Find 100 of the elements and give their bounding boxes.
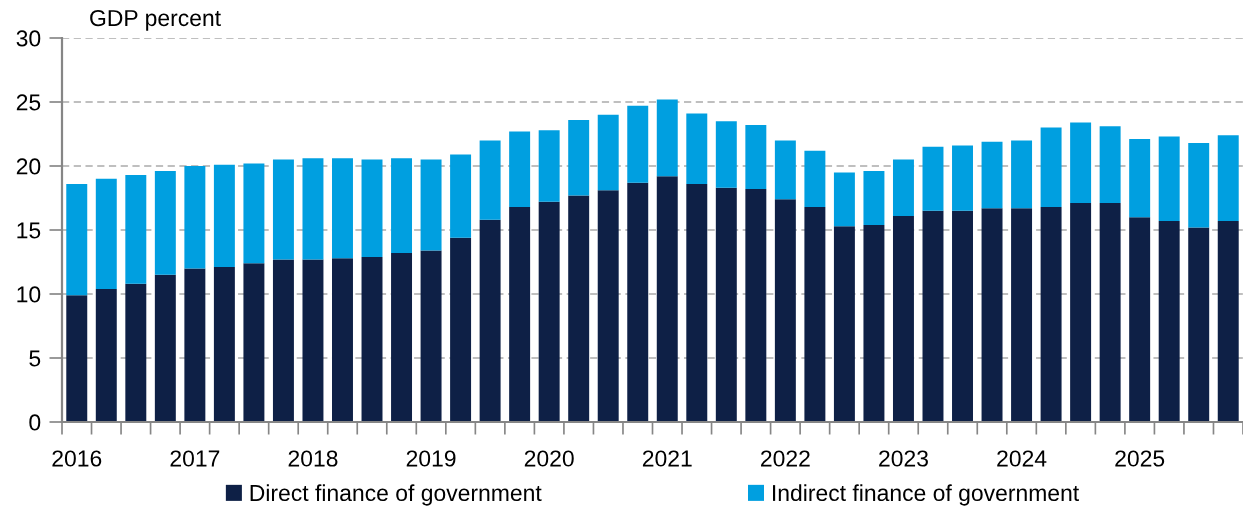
bar xyxy=(391,253,413,422)
x-tick-label: 2018 xyxy=(288,450,338,467)
bar xyxy=(568,195,590,422)
bar xyxy=(213,164,235,268)
bar xyxy=(479,140,501,220)
bar xyxy=(804,206,826,422)
bar xyxy=(833,226,855,422)
bar xyxy=(1070,122,1092,204)
y-tick-label: 30 xyxy=(16,30,41,47)
bar xyxy=(745,125,767,190)
bar xyxy=(95,288,117,422)
bar xyxy=(450,237,472,422)
bar xyxy=(1188,142,1210,228)
y-tick-label: 0 xyxy=(29,414,41,431)
bar xyxy=(302,158,324,260)
bar xyxy=(833,172,855,227)
x-tick-label: 2016 xyxy=(52,450,102,467)
x-tick-label: 2022 xyxy=(761,450,810,467)
y-tick-label: 5 xyxy=(29,350,41,367)
bar xyxy=(892,215,914,422)
y-axis-title: GDP percent xyxy=(90,9,221,31)
bar xyxy=(1188,227,1210,422)
bar xyxy=(125,174,147,284)
bar xyxy=(243,263,265,422)
bar xyxy=(981,208,1003,422)
bar xyxy=(1070,203,1092,422)
bar xyxy=(981,141,1003,209)
bar xyxy=(804,150,826,207)
bar xyxy=(1040,127,1062,207)
bar xyxy=(184,268,206,422)
bar xyxy=(95,178,117,289)
bar xyxy=(302,259,324,422)
bar xyxy=(272,259,294,422)
bar xyxy=(66,295,88,422)
bar xyxy=(1158,221,1180,422)
bar xyxy=(154,274,176,422)
bar xyxy=(184,166,206,269)
bar xyxy=(1217,135,1239,222)
bar xyxy=(892,159,914,216)
bar xyxy=(863,224,885,422)
legend-label: Indirect finance of government xyxy=(773,484,1079,506)
bar xyxy=(774,140,796,200)
x-tick-label: 2021 xyxy=(642,450,692,467)
bar xyxy=(243,163,265,264)
bar xyxy=(538,201,560,422)
bar xyxy=(656,176,678,422)
bar xyxy=(745,189,767,422)
bar xyxy=(952,145,973,211)
bar xyxy=(686,113,708,184)
y-tick-label: 10 xyxy=(17,286,41,303)
y-tick-label: 20 xyxy=(16,158,41,175)
bar xyxy=(686,183,708,422)
bar xyxy=(538,130,560,202)
bar xyxy=(952,210,973,422)
bar xyxy=(1158,136,1180,222)
bar xyxy=(420,159,442,251)
x-tick-label: 2025 xyxy=(1115,450,1165,467)
bar xyxy=(509,131,531,207)
bar xyxy=(597,114,619,191)
bar xyxy=(568,119,590,196)
bar xyxy=(361,256,383,422)
bar xyxy=(1217,221,1239,422)
bar xyxy=(125,283,147,422)
bar xyxy=(272,159,294,260)
bar xyxy=(154,171,176,275)
bar xyxy=(1011,208,1033,422)
bar xyxy=(922,146,944,211)
bar xyxy=(1040,206,1062,422)
bar xyxy=(332,258,353,422)
bar xyxy=(1099,203,1121,422)
bar xyxy=(332,158,353,259)
y-tick-label: 25 xyxy=(16,94,41,111)
legend-label: Direct finance of government xyxy=(250,484,542,506)
bar xyxy=(715,121,737,188)
bar xyxy=(361,159,383,257)
bar xyxy=(1129,139,1151,218)
bar xyxy=(1011,140,1033,209)
bar xyxy=(627,182,649,422)
bar xyxy=(597,190,619,422)
bar xyxy=(627,105,649,183)
bar xyxy=(450,154,472,238)
bar xyxy=(863,171,885,225)
x-tick-label: 2020 xyxy=(524,450,574,467)
bar xyxy=(1099,126,1121,204)
bar xyxy=(391,158,413,254)
bar xyxy=(509,206,531,422)
bar xyxy=(922,210,944,422)
bar xyxy=(715,187,737,422)
x-tick-label: 2017 xyxy=(170,450,220,467)
bar xyxy=(656,99,678,177)
y-tick-label: 15 xyxy=(17,222,41,239)
bar xyxy=(420,250,442,422)
x-tick-label: 2019 xyxy=(406,450,456,467)
bar xyxy=(774,199,796,422)
bar xyxy=(479,219,501,422)
bar xyxy=(1129,217,1151,422)
bar xyxy=(66,183,88,296)
x-tick-label: 2024 xyxy=(997,450,1047,467)
bar xyxy=(213,267,235,422)
x-tick-label: 2023 xyxy=(879,450,928,467)
